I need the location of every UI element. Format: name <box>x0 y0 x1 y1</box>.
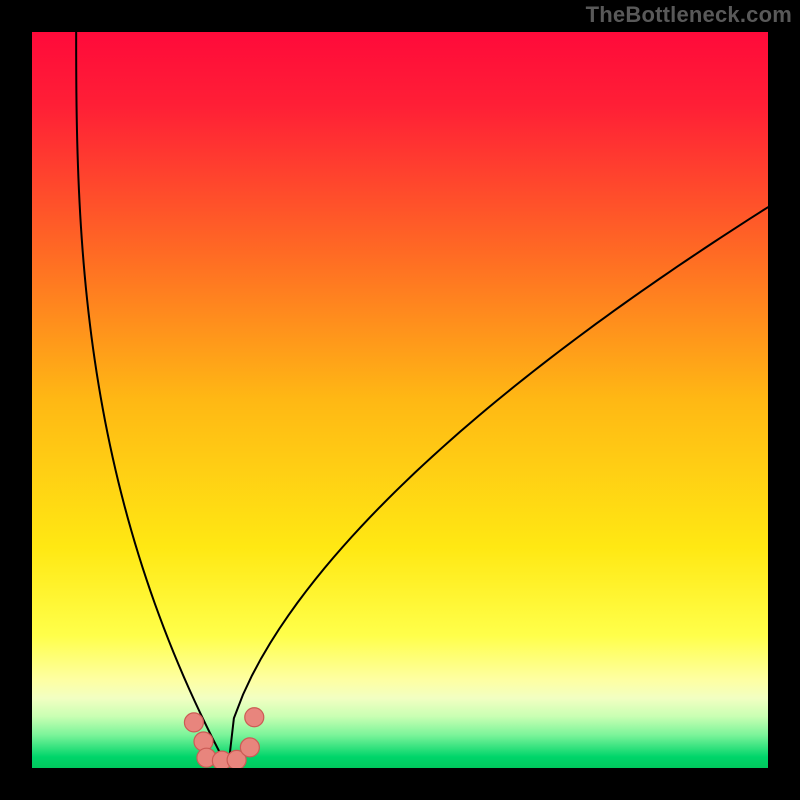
chart-outer: TheBottleneck.com <box>0 0 800 800</box>
gradient-background <box>32 32 768 768</box>
plot-area <box>32 32 768 768</box>
data-marker <box>245 708 264 727</box>
data-marker <box>240 738 259 757</box>
watermark-text: TheBottleneck.com <box>586 2 792 28</box>
chart-svg <box>32 32 768 768</box>
data-marker <box>184 713 203 732</box>
